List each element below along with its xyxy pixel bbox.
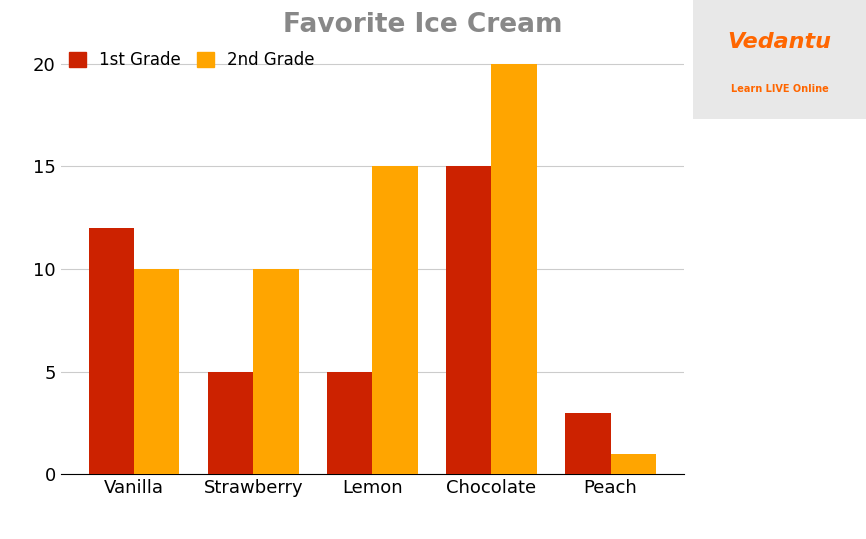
Legend: 1st Grade, 2nd Grade: 1st Grade, 2nd Grade	[69, 51, 315, 70]
Bar	[134, 269, 179, 474]
Bar	[208, 372, 253, 474]
Bar	[327, 372, 372, 474]
Bar	[446, 167, 492, 474]
Text: Vedantu: Vedantu	[727, 31, 831, 52]
Bar	[372, 167, 417, 474]
Bar	[253, 269, 299, 474]
Title: Favorite Ice Cream: Favorite Ice Cream	[282, 12, 562, 38]
Bar	[492, 64, 537, 474]
Bar	[611, 454, 656, 474]
Bar	[89, 228, 134, 474]
Text: Learn LIVE Online: Learn LIVE Online	[731, 84, 828, 94]
Bar	[565, 413, 611, 474]
